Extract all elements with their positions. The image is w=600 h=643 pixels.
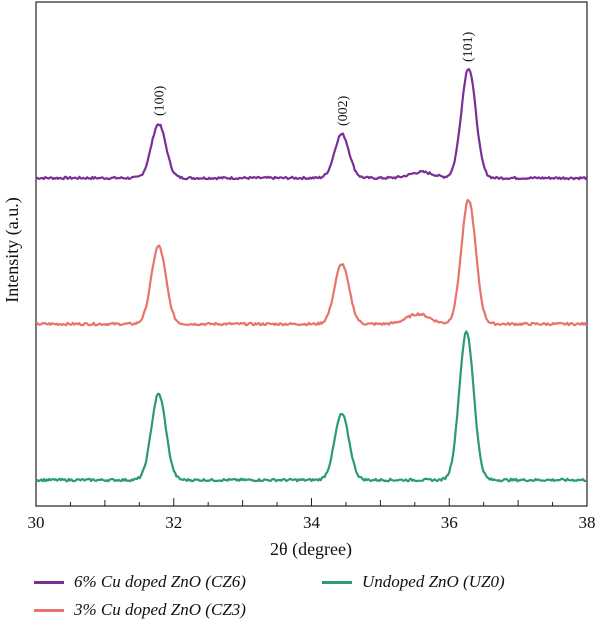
peak-label: (101) <box>461 31 476 62</box>
xrd-chart: 30 32 34 36 38 (100) (002) (101) 2θ (degree) I… <box>2 1 596 560</box>
series-line-3 <box>35 330 588 483</box>
legend-item-cz6: 6% Cu doped ZnO (CZ6) <box>34 572 246 592</box>
series-layer <box>35 68 588 483</box>
legend-item-cz3: 3% Cu doped ZnO (CZ3) <box>34 600 246 620</box>
legend-label-uz0: Undoped ZnO (UZ0) <box>362 572 505 591</box>
y-axis-title: Intensity (a.u.) <box>2 197 23 302</box>
legend-label-cz6: 6% Cu doped ZnO (CZ6) <box>74 572 246 591</box>
legend-label-cz3: 3% Cu doped ZnO (CZ3) <box>74 600 246 619</box>
x-tick-label: 30 <box>28 513 45 532</box>
x-axis-title: 2θ (degree) <box>270 539 352 560</box>
x-tick-label: 38 <box>579 513 596 532</box>
peak-label: (100) <box>153 85 168 116</box>
x-tick-label: 36 <box>441 513 458 532</box>
plot-frame <box>35 1 588 507</box>
x-tick-label: 32 <box>165 513 182 532</box>
x-tick-label: 34 <box>303 513 321 532</box>
series-line-2 <box>35 198 588 327</box>
legend-swatch-cz6 <box>34 580 64 584</box>
legend: 6% Cu doped ZnO (CZ6) Undoped ZnO (UZ0) … <box>0 560 600 640</box>
legend-swatch-uz0 <box>322 580 352 584</box>
legend-item-uz0: Undoped ZnO (UZ0) <box>322 572 505 592</box>
series-line-1 <box>35 68 588 181</box>
x-axis: 30 32 34 36 38 <box>28 498 596 532</box>
peak-label: (002) <box>336 95 351 126</box>
legend-swatch-cz3 <box>34 608 64 612</box>
peak-labels: (100) (002) (101) <box>153 31 477 126</box>
